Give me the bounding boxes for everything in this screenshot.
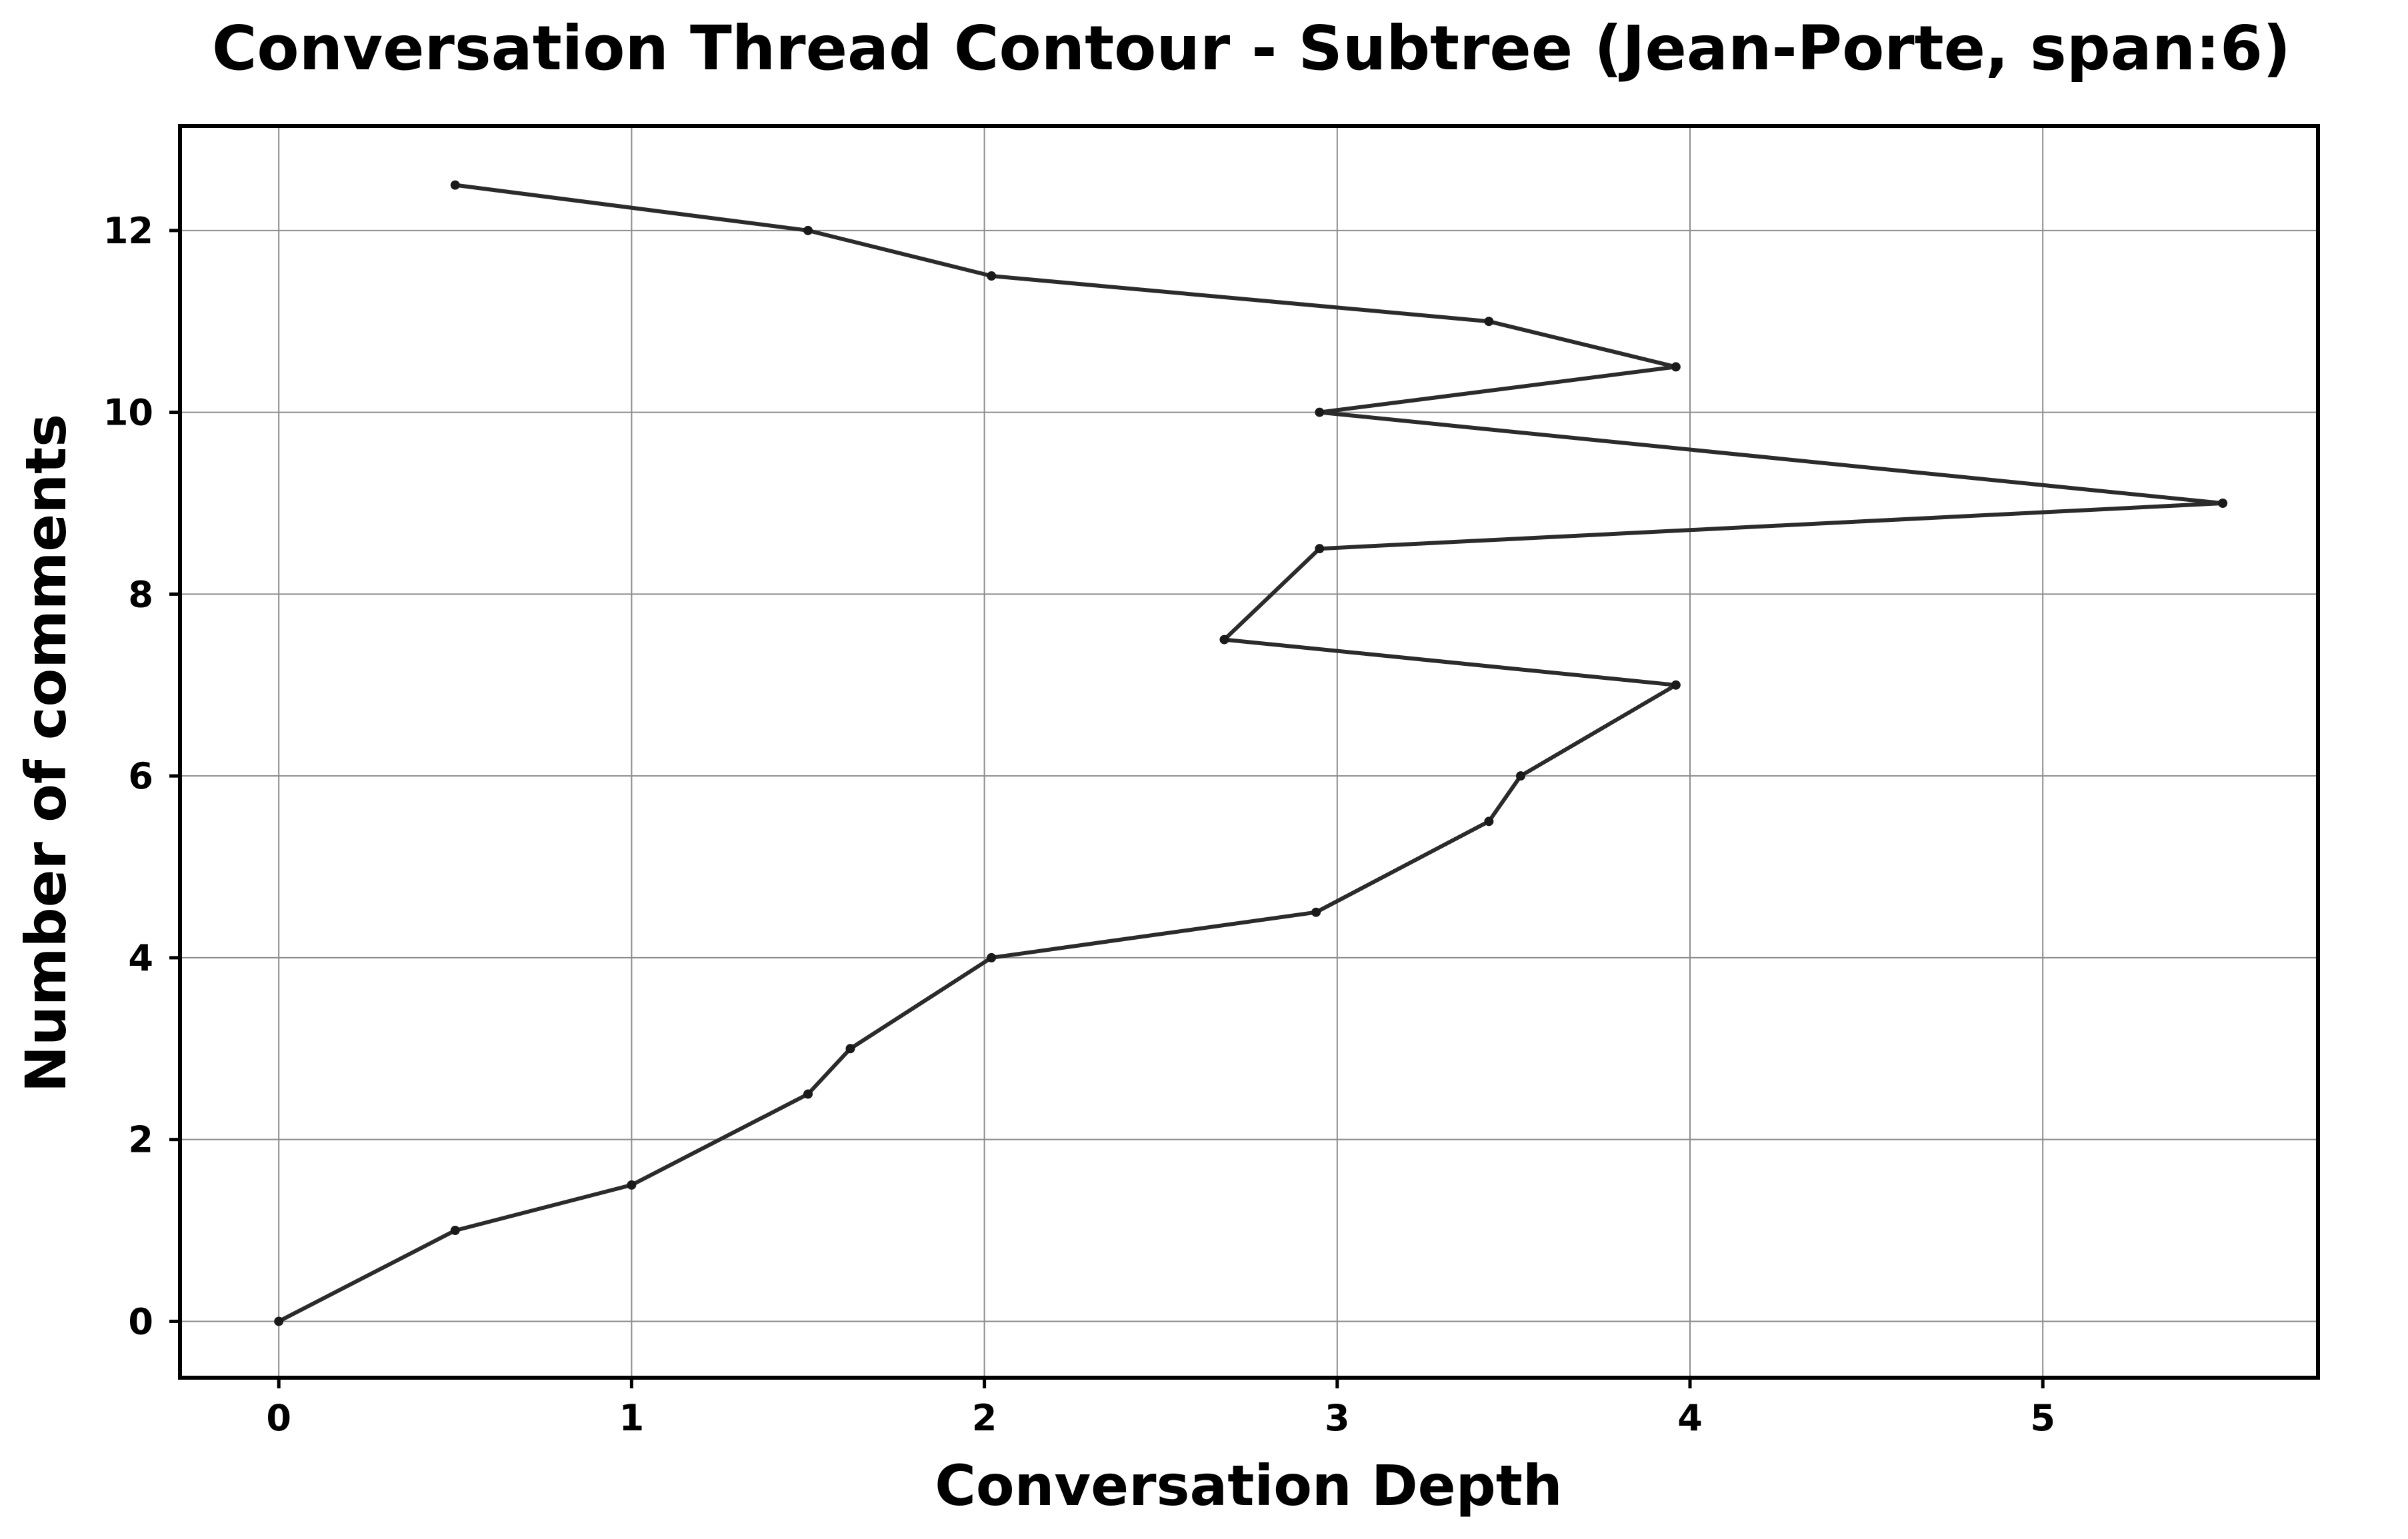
y-tick-label: 2	[128, 1119, 153, 1161]
data-point	[987, 271, 997, 281]
data-point	[1671, 680, 1681, 690]
data-point	[274, 1316, 284, 1326]
y-tick-label: 12	[103, 210, 153, 252]
x-axis-label: Conversation Depth	[935, 1453, 1562, 1518]
x-tick-label: 0	[266, 1397, 291, 1439]
data-point	[1315, 544, 1325, 554]
data-point	[1515, 771, 1525, 781]
data-point	[803, 1089, 813, 1099]
y-tick-label: 0	[128, 1300, 153, 1342]
data-point	[1311, 907, 1321, 917]
data-point	[845, 1044, 855, 1054]
x-tick-label: 1	[619, 1397, 645, 1439]
data-point	[450, 180, 460, 190]
data-point	[1315, 407, 1325, 417]
x-tick-label: 5	[2030, 1397, 2055, 1439]
y-tick-label: 10	[103, 392, 153, 434]
y-tick-label: 8	[128, 573, 153, 615]
y-tick-label: 4	[128, 937, 153, 979]
data-point	[1484, 317, 1494, 327]
data-point	[1484, 816, 1494, 826]
data-point	[987, 952, 997, 962]
data-point	[1219, 635, 1229, 645]
x-tick-label: 4	[1677, 1397, 1703, 1439]
grid	[180, 126, 2318, 1378]
data-point	[2218, 498, 2228, 508]
data-point	[450, 1226, 460, 1236]
data-point	[627, 1180, 637, 1190]
series-layer	[274, 180, 2228, 1326]
data-point	[803, 225, 813, 235]
plot-frame	[178, 124, 2320, 1380]
chart-title: Conversation Thread Contour - Subtree (J…	[212, 13, 2291, 84]
x-tick-label: 3	[1325, 1397, 1350, 1439]
data-point	[1671, 362, 1681, 372]
x-tick-label: 2	[972, 1397, 997, 1439]
y-axis-label: Number of comments	[13, 414, 79, 1092]
y-tick-label: 6	[128, 755, 153, 797]
